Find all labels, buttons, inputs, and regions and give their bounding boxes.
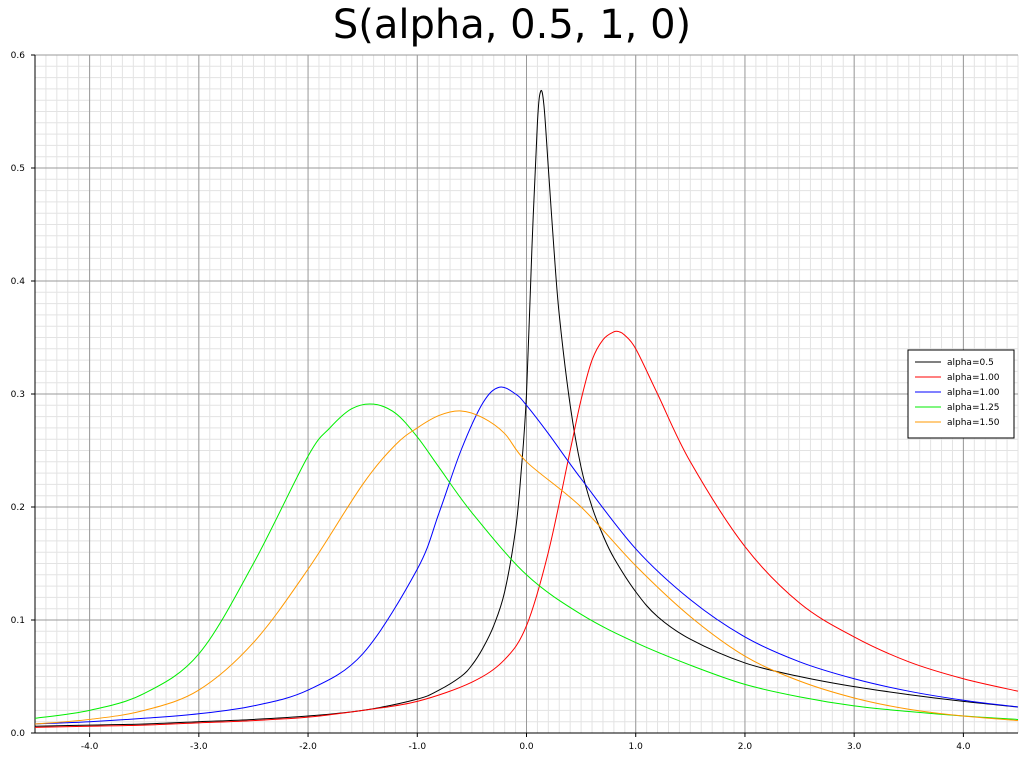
y-tick-label: 0.2 [11, 503, 25, 513]
x-tick-labels: -4.0 -3.0 -2.0 -1.0 0.0 1.0 2.0 3.0 4.0 [81, 742, 971, 752]
y-tick-labels: 0.0 0.1 0.2 0.3 0.4 0.5 0.6 [11, 51, 26, 739]
legend: alpha=0.5 alpha=1.00 alpha=1.00 alpha=1.25 a… [907, 349, 1015, 439]
y-tick-label: 0.5 [11, 164, 25, 174]
axes [31, 54, 1018, 737]
x-tick-label: -2.0 [299, 742, 317, 752]
legend-label-3: alpha=1.00 [947, 388, 1000, 398]
series-line-4 [34, 403, 1019, 720]
x-tick-label: 3.0 [847, 742, 862, 752]
x-tick-label: -3.0 [190, 742, 208, 752]
series-lines [34, 89, 1019, 728]
series-line-1 [34, 89, 1019, 727]
legend-label-1: alpha=0.5 [947, 358, 994, 368]
x-tick-label: 0.0 [519, 742, 534, 752]
legend-box [907, 349, 1015, 439]
x-tick-label: 2.0 [738, 742, 753, 752]
series-line-2 [34, 330, 1019, 728]
chart-title: S(alpha, 0.5, 1, 0) [332, 2, 692, 48]
x-tick-label: -4.0 [81, 742, 99, 752]
x-tick-label: 4.0 [956, 742, 971, 752]
x-tick-label: 1.0 [629, 742, 644, 752]
y-tick-label: 0.1 [11, 616, 25, 626]
y-tick-label: 0.0 [11, 729, 26, 739]
series-line-5 [34, 410, 1019, 725]
x-tick-label: -1.0 [408, 742, 426, 752]
legend-label-4: alpha=1.25 [947, 403, 1000, 413]
series-line-3 [34, 386, 1019, 725]
y-tick-label: 0.4 [11, 277, 26, 287]
y-tick-label: 0.3 [11, 390, 25, 400]
legend-label-5: alpha=1.50 [947, 418, 1000, 428]
y-tick-label: 0.6 [11, 51, 26, 61]
legend-label-2: alpha=1.00 [947, 373, 1000, 383]
